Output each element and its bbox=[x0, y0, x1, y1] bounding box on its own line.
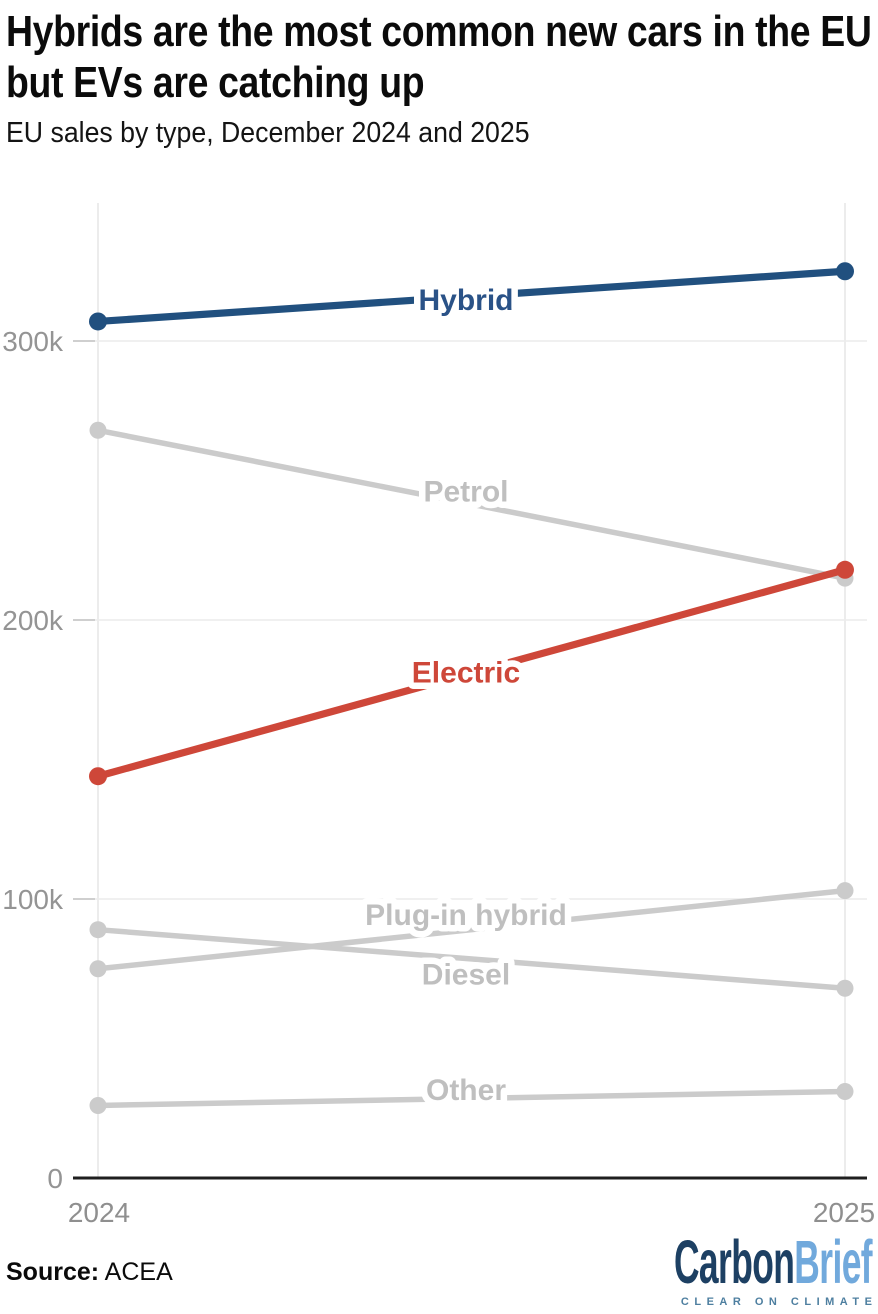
logo-tagline: CLEAR ON CLIMATE bbox=[680, 1296, 878, 1308]
series-label-Electric: Electric bbox=[412, 657, 520, 690]
ytick-label-100k: 100k bbox=[2, 884, 64, 915]
series-label-Diesel: Diesel bbox=[422, 958, 510, 991]
ytick-label-200k: 200k bbox=[2, 605, 64, 636]
series-line-Electric bbox=[97, 566, 846, 780]
point-Electric-2025 bbox=[836, 560, 854, 579]
logo-carbon-text: Carbon bbox=[673, 1228, 795, 1296]
ytick-label-0: 0 bbox=[47, 1163, 63, 1194]
series-label-Plug-in hybrid: Plug-in hybrid bbox=[365, 899, 567, 932]
point-Hybrid-2024 bbox=[89, 312, 107, 331]
page-title: Hybrids are the most common new cars in … bbox=[6, 7, 872, 108]
point-Other-2025 bbox=[836, 1083, 854, 1101]
point-Plug-in hybrid-2024 bbox=[89, 960, 107, 978]
logo-brief-text: Brief bbox=[794, 1228, 872, 1296]
series-line-Petrol bbox=[97, 427, 846, 581]
series-label-Other: Other bbox=[426, 1074, 506, 1107]
point-Plug-in hybrid-2025 bbox=[836, 882, 854, 900]
series-label-Hybrid: Hybrid bbox=[418, 284, 513, 317]
source-label: Source: bbox=[6, 1258, 100, 1286]
xtick-label-2024: 2024 bbox=[68, 1197, 130, 1228]
point-Petrol-2024 bbox=[89, 421, 107, 439]
page-subtitle: EU sales by type, December 2024 and 2025 bbox=[6, 117, 530, 149]
series-line-Other bbox=[97, 1088, 846, 1109]
series-line-Diesel bbox=[97, 926, 846, 992]
point-Hybrid-2025 bbox=[836, 262, 854, 281]
source-note: Source: ACEA bbox=[6, 1258, 173, 1287]
carbonbrief-logo: CarbonBrief CLEAR ON CLIMATE bbox=[452, 1232, 873, 1309]
carbonbrief-wordmark: CarbonBrief bbox=[628, 1232, 873, 1293]
point-Diesel-2024 bbox=[89, 921, 107, 939]
slope-chart: 0 100k 200k 300k 2024 2025 Petrol Plug-in hybri… bbox=[2, 203, 875, 1228]
source-value: ACEA bbox=[104, 1258, 173, 1286]
xtick-label-2025: 2025 bbox=[813, 1197, 875, 1228]
point-Electric-2024 bbox=[89, 767, 107, 786]
ytick-label-300k: 300k bbox=[2, 326, 64, 357]
point-Other-2024 bbox=[89, 1096, 107, 1114]
series-label-Petrol: Petrol bbox=[423, 476, 508, 509]
series-line-Hybrid bbox=[97, 267, 846, 326]
point-Diesel-2025 bbox=[836, 979, 854, 997]
series-line-Plug-in hybrid bbox=[97, 887, 846, 972]
